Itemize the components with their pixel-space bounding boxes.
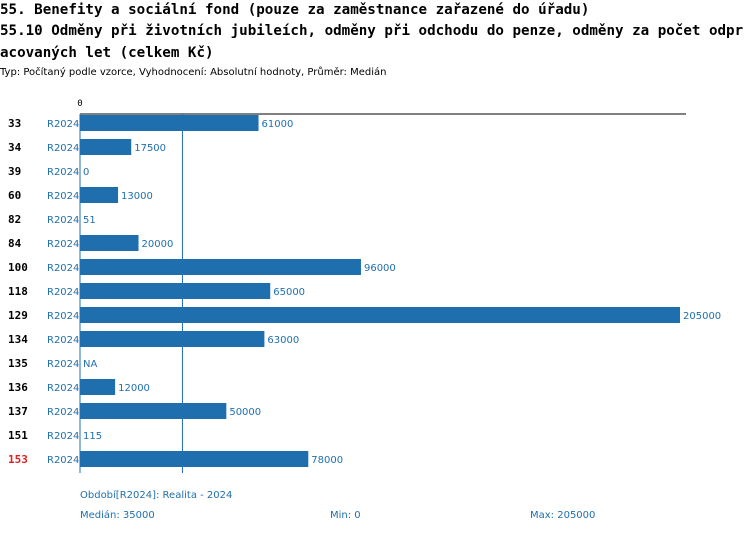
category-label: 33 [8, 117, 21, 130]
value-label: NA [83, 359, 97, 370]
period-label: R2024 [47, 239, 79, 250]
period-label: R2024 [47, 143, 79, 154]
period-label: R2024 [47, 215, 79, 226]
value-label: 115 [83, 431, 102, 442]
category-label: 60 [8, 189, 21, 202]
min-info: Min: 0 [330, 510, 361, 521]
value-label: 51 [83, 215, 96, 226]
bar [80, 379, 116, 395]
value-label: 17500 [134, 143, 166, 154]
max-info: Max: 205000 [530, 510, 596, 521]
bar-chart: 0 33 R2024 61000 34 R2024 17500 39 R2024 0 60 R2024… [8, 99, 721, 473]
category-label: 135 [8, 357, 28, 370]
category-label: 84 [8, 237, 22, 250]
value-label: 65000 [273, 287, 305, 298]
category-label: 118 [8, 285, 28, 298]
bar [80, 331, 265, 347]
bar [80, 283, 271, 299]
value-label: 61000 [262, 119, 294, 130]
period-label: R2024 [47, 407, 79, 418]
period-label: R2024 [47, 167, 79, 178]
category-label: 129 [8, 309, 28, 322]
category-label: 153 [8, 453, 28, 466]
chart-subtitle: 55.10 Odměny při životních jubileích, od… [0, 23, 744, 61]
period-label: R2024 [47, 263, 79, 274]
category-label: 39 [8, 165, 21, 178]
bar [80, 187, 119, 203]
period-label: R2024 [47, 191, 79, 202]
chart-title: 55. Benefity a sociální fond (pouze za z… [0, 2, 590, 18]
period-label: R2024 [47, 335, 79, 346]
chart-meta: Typ: Počítaný podle vzorce, Vyhodnocení:… [0, 67, 387, 78]
bar [80, 139, 132, 155]
category-label: 100 [8, 261, 28, 274]
category-label: 134 [8, 333, 28, 346]
category-label: 151 [8, 429, 28, 442]
value-label: 12000 [118, 383, 150, 394]
period-label: R2024 [47, 119, 79, 130]
period-label: R2024 [47, 455, 79, 466]
value-label: 96000 [364, 263, 396, 274]
period-label: R2024 [47, 383, 79, 394]
period-label: R2024 [47, 431, 79, 442]
period-label: R2024 [47, 311, 79, 322]
value-label: 13000 [121, 191, 153, 202]
period-label: R2024 [47, 287, 79, 298]
category-label: 82 [8, 213, 21, 226]
category-label: 137 [8, 405, 28, 418]
median-info: Medián: 35000 [80, 510, 155, 521]
period-label: R2024 [47, 359, 79, 370]
value-label: 50000 [229, 407, 261, 418]
bar [80, 115, 259, 131]
value-label: 78000 [311, 455, 343, 466]
bar [80, 235, 139, 251]
x-axis-tick-label: 0 [77, 99, 82, 109]
category-label: 136 [8, 381, 28, 394]
period-info: Období[R2024]: Realita - 2024 [80, 490, 233, 501]
value-label: 205000 [683, 311, 721, 322]
bar [80, 451, 309, 467]
value-label: 20000 [142, 239, 174, 250]
value-label: 0 [83, 167, 89, 178]
bar [80, 307, 680, 323]
bar [80, 259, 361, 275]
value-label: 63000 [267, 335, 299, 346]
bar [80, 403, 227, 419]
category-label: 34 [8, 141, 22, 154]
